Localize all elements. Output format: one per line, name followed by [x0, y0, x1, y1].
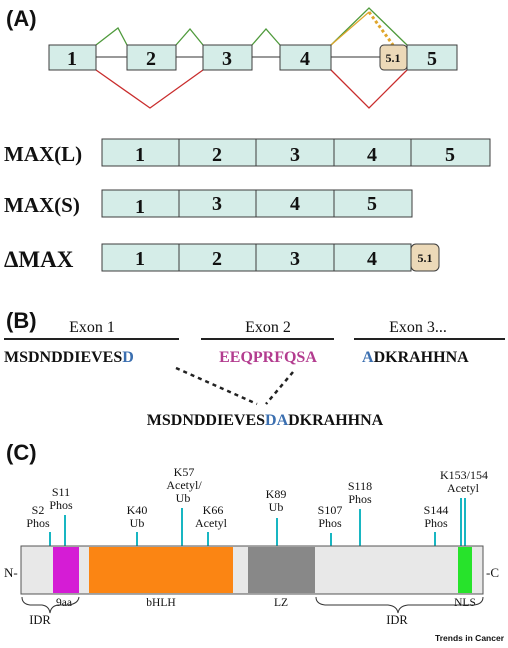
- splice-arc-green-1-2: [95, 27, 128, 46]
- splice-arc-red-4-5: [330, 69, 408, 109]
- exon1-sequence: MSDNDDIEVESD: [4, 349, 134, 366]
- c-terminus-label: -C: [486, 565, 499, 580]
- label-9aa: 9aa: [56, 597, 72, 609]
- max-s-exon-5: 5: [367, 193, 377, 215]
- spliced-seq-suffix: DKRAHHNA: [288, 412, 384, 429]
- gene-exon-4: 4: [279, 44, 332, 71]
- spliced-seq-junction: DA: [265, 412, 289, 429]
- max-l-exon-4: 4: [367, 144, 377, 166]
- domain-lz: [248, 547, 315, 593]
- ptm-s11-mod: Phos: [49, 498, 73, 512]
- ptm-s118-site: S118: [348, 479, 372, 493]
- ptm-k57-mod: Acetyl/: [166, 478, 202, 492]
- splice-arc-green-4-5: [330, 7, 408, 46]
- ptm-s2-mod: Phos: [26, 516, 50, 530]
- splice-dash-right: [265, 371, 294, 405]
- label-nls: NLS: [454, 597, 476, 609]
- gene-exon-5-1: 5.1: [379, 44, 408, 71]
- exon2-header: Exon 2: [245, 319, 291, 336]
- ptm-k89-mod: Ub: [269, 500, 284, 514]
- panel-b-label: (B): [6, 308, 37, 333]
- label-lz: LZ: [274, 597, 288, 609]
- idr-bracket-1: [21, 596, 80, 614]
- ptm-k40-site: K40: [127, 503, 148, 517]
- exon2-sequence: EEQPRFQSA: [219, 349, 317, 366]
- splice-arc-green-3-4: [251, 28, 281, 46]
- label-idr-2: IDR: [386, 613, 408, 627]
- exon1-seq-body: MSDNDDIEVES: [4, 349, 122, 366]
- label-idr-1: IDR: [29, 613, 51, 627]
- splice-arc-dotted-51: [367, 11, 395, 46]
- delta-max-exon-3: 3: [290, 248, 300, 270]
- gene-exon-2: 2: [126, 44, 177, 71]
- delta-max-exon-4: 4: [367, 248, 377, 270]
- splice-arc-green-2-3: [175, 27, 204, 46]
- isoform-max-l-exons: 1 2 3 4 5: [101, 138, 491, 167]
- ptm-k40-mod: Ub: [130, 516, 145, 530]
- gene-exon-5-1-label: 5.1: [386, 51, 401, 65]
- delta-max-exon-5-1: 5.1: [418, 251, 433, 265]
- ptm-k66-site: K66: [203, 503, 224, 517]
- max-s-exon-3: 3: [212, 193, 222, 215]
- domain-bhlh: [89, 547, 233, 593]
- ptm-k57-site: K57: [174, 465, 195, 479]
- exon3-header: Exon 3...: [389, 319, 447, 336]
- exon3-seq-first: A: [362, 349, 374, 366]
- idr-bracket-2: [315, 596, 484, 614]
- max-l-exon-3: 3: [290, 144, 300, 166]
- ptm-k57-mod2: Ub: [176, 491, 191, 505]
- domain-9aa: [53, 547, 79, 593]
- panel-c-label: (C): [6, 440, 37, 465]
- exon1-header: Exon 1: [69, 319, 115, 336]
- exon1-seq-last: D: [122, 349, 134, 366]
- footer-trends-in-cancer: Trends in Cancer: [435, 633, 505, 643]
- max-l-exon-5: 5: [445, 144, 455, 166]
- ptm-s107-site: S107: [318, 503, 343, 517]
- exon3-sequence: ADKRAHHNA: [362, 349, 469, 366]
- ptm-k153-154-mod: Acetyl: [447, 481, 480, 495]
- splice-arc-red-1-3: [95, 69, 204, 109]
- max-l-exon-2: 2: [212, 144, 222, 166]
- isoform-max-s-exons: 1 3 4 5: [101, 189, 413, 218]
- gene-exon-2-label: 2: [146, 48, 156, 70]
- ptm-s144-site: S144: [424, 503, 449, 517]
- ptm-s107-mod: Phos: [318, 516, 342, 530]
- panel-a-label: (A): [6, 6, 37, 31]
- max-s-exon-1: 1: [135, 196, 145, 218]
- gene-exon-1: 1: [48, 44, 97, 71]
- domain-nls: [458, 547, 472, 593]
- isoform-max-l-label: MAX(L): [4, 142, 82, 166]
- isoform-delta-max-exons: 1 2 3 4 5.1: [101, 243, 440, 272]
- ptm-s2-site: S2: [32, 503, 45, 517]
- ptm-k89-site: K89: [266, 487, 287, 501]
- n-terminus-label: N-: [4, 565, 18, 580]
- ptm-s11-site: S11: [52, 485, 70, 499]
- ptm-k153-154-site: K153/154: [440, 468, 488, 482]
- label-bhlh: bHLH: [146, 597, 175, 609]
- isoform-delta-max-label: ΔMAX: [4, 247, 74, 272]
- gene-exon-5: 5: [406, 44, 458, 71]
- ptm-s144-mod: Phos: [424, 516, 448, 530]
- gene-exon-4-label: 4: [300, 48, 310, 70]
- ptm-s118-mod: Phos: [348, 492, 372, 506]
- max-l-exon-1: 1: [135, 144, 145, 166]
- gene-exon-5-label: 5: [427, 48, 437, 70]
- delta-max-exon-2: 2: [212, 248, 222, 270]
- isoform-max-s-label: MAX(S): [4, 193, 80, 217]
- splice-arc-orange-4-51: [330, 11, 370, 46]
- gene-exon-1-label: 1: [67, 48, 77, 70]
- spliced-seq-prefix: MSDNDDIEVES: [147, 412, 265, 429]
- max-s-exon-4: 4: [290, 193, 300, 215]
- delta-max-exon-1: 1: [135, 248, 145, 270]
- ptm-k66-mod: Acetyl: [195, 516, 228, 530]
- gene-exon-3-label: 3: [222, 48, 232, 70]
- splice-dash-left: [175, 366, 258, 406]
- exon3-seq-body: DKRAHHNA: [374, 349, 470, 366]
- gene-exon-3: 3: [202, 44, 253, 71]
- spliced-sequence: MSDNDDIEVESDADKRAHHNA: [147, 412, 384, 429]
